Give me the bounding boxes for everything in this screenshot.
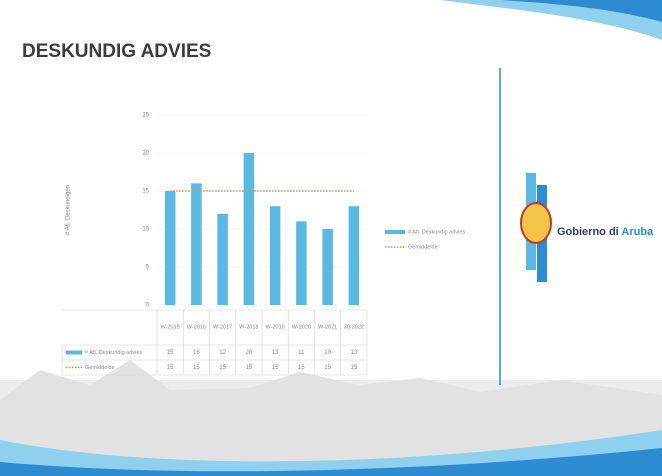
logo-crest (521, 203, 551, 243)
x-tick-label: W-2015 (161, 324, 180, 330)
x-tick-label: W-2016 (187, 324, 206, 330)
x-tick-label: W-2018 (239, 324, 258, 330)
x-tick-label: W-2019 (266, 324, 285, 330)
y-tick-label: 0 (146, 303, 150, 309)
page: {"chart_data": {"type": "bar", "title": … (0, 0, 662, 476)
legend-label: Gemiddelde (408, 244, 438, 250)
x-tick-label: 30-2022 (344, 324, 364, 330)
x-tick-label: W-2021 (318, 324, 337, 330)
x-tick-label: W-2020 (292, 324, 311, 330)
table-swatch (66, 351, 82, 355)
logo-text-highlight: Aruba (621, 226, 654, 238)
legend-swatch (385, 230, 405, 234)
table-cell: 15 (351, 365, 358, 371)
y-tick-label: 5 (146, 265, 150, 271)
table-cell: 10 (324, 350, 331, 356)
table-cell: 15 (219, 365, 226, 371)
table-row-label: # Afl. Deskundig advies (85, 350, 142, 356)
table-cell: 16 (193, 350, 200, 356)
table-cell: 15 (167, 365, 174, 371)
bar (217, 214, 228, 305)
table-cell: 15 (246, 365, 253, 371)
bar (191, 183, 202, 305)
table-cell: 15 (167, 350, 174, 356)
table-cell: 15 (298, 365, 305, 371)
table-cell: 12 (219, 350, 226, 356)
y-axis-label: # Afl. Deskundigen (66, 185, 72, 235)
bar (270, 206, 281, 305)
slide-title: DESKUNDIG ADVIES (22, 41, 211, 62)
table-cell: 13 (272, 350, 279, 356)
table-cell: 11 (298, 350, 305, 356)
slide: DESKUNDIG ADVIES # Afl. Deskundigen Gobi… (0, 0, 662, 476)
logo-text-main: Gobierno di (557, 226, 619, 238)
table-cell: 15 (193, 365, 200, 371)
bar (349, 206, 360, 305)
bar (322, 229, 333, 305)
bar (244, 153, 255, 305)
bar (296, 221, 307, 305)
bar (165, 191, 176, 305)
logo-text: Gobierno di Aruba (557, 226, 654, 238)
table-cell: 15 (324, 365, 331, 371)
y-tick-label: 15 (142, 189, 149, 195)
legend-label: # Afl. Deskundig advies (408, 229, 465, 235)
table-cell: 20 (246, 350, 253, 356)
table-cell: 13 (351, 350, 358, 356)
table-cell: 15 (272, 365, 279, 371)
y-tick-label: 20 (142, 151, 149, 157)
y-tick-label: 25 (142, 113, 149, 119)
x-tick-label: W-2017 (213, 324, 232, 330)
y-tick-label: 10 (142, 227, 149, 233)
table-row-label: Gemiddelde (85, 365, 115, 371)
